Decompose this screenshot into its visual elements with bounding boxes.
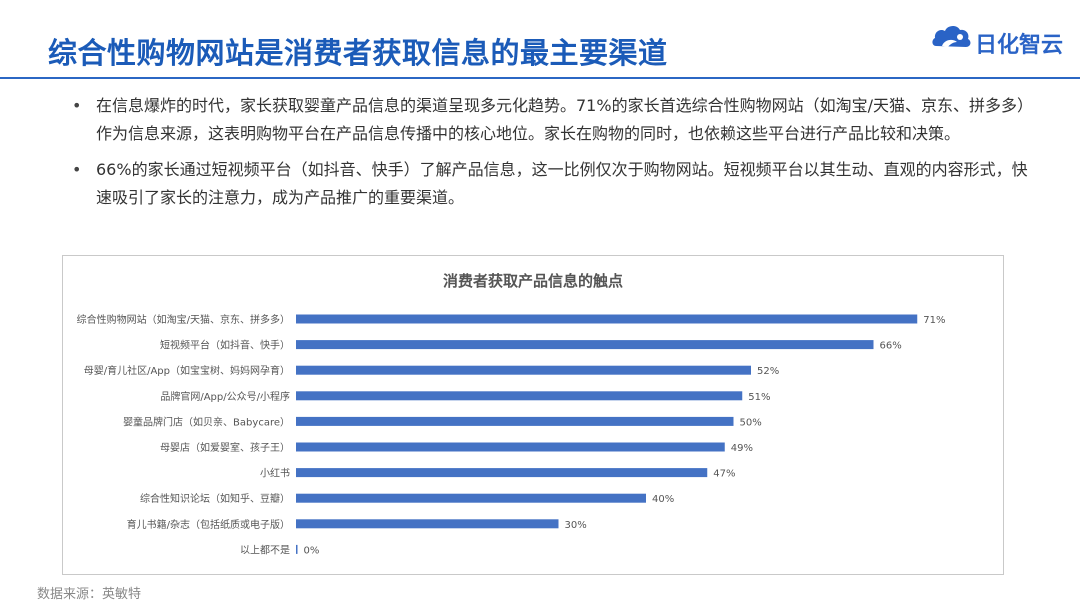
chart-frame: 消费者获取产品信息的触点综合性购物网站（如淘宝/天猫、京东、拼多多） 71% 短视频… xyxy=(62,255,1004,575)
data-label: 50% xyxy=(740,417,762,428)
bullet-item: • 66%的家长通过短视频平台（如抖音、快手）了解产品信息，这一比例仅次于购物网… xyxy=(72,156,1032,212)
bar xyxy=(296,391,743,401)
category-label: 母婴店（如爱婴室、孩子王） xyxy=(160,441,290,454)
data-label: 51% xyxy=(748,392,770,403)
category-label: 品牌官网/App/公众号/小程序 xyxy=(160,390,290,403)
data-label: 66% xyxy=(880,341,902,352)
bar xyxy=(296,314,918,324)
data-label: 71% xyxy=(923,315,945,326)
category-label: 小红书 xyxy=(260,467,290,480)
bar xyxy=(296,365,751,375)
chart-title: 消费者获取产品信息的触点 xyxy=(443,272,623,290)
category-label: 以上都不是 xyxy=(240,544,290,556)
bullet-text: 在信息爆炸的时代，家长获取婴童产品信息的渠道呈现多元化趋势。71%的家长首选综合… xyxy=(96,96,1025,143)
bar xyxy=(296,340,874,350)
bar xyxy=(296,493,646,503)
bullet-dot-icon: • xyxy=(72,96,82,115)
title-divider xyxy=(0,77,1080,79)
category-label: 短视频平台（如抖音、快手） xyxy=(160,339,290,352)
bullet-text: 66%的家长通过短视频平台（如抖音、快手）了解产品信息，这一比例仅次于购物网站。… xyxy=(96,160,1028,207)
category-label: 综合性购物网站（如淘宝/天猫、京东、拼多多） xyxy=(77,313,290,326)
logo-text: 日化智云 xyxy=(975,33,1064,58)
category-label: 母婴/育儿社区/App（如宝宝树、妈妈网孕育） xyxy=(84,364,290,377)
data-label: 49% xyxy=(731,443,753,454)
data-label: 40% xyxy=(652,494,674,505)
bullet-list: • 在信息爆炸的时代，家长获取婴童产品信息的渠道呈现多元化趋势。71%的家长首选… xyxy=(72,92,1032,220)
data-label: 30% xyxy=(565,520,587,531)
bar xyxy=(296,416,734,426)
data-label: 0% xyxy=(304,545,320,556)
category-label: 育儿书籍/杂志（包括纸质或电子版） xyxy=(127,518,290,531)
bullet-item: • 在信息爆炸的时代，家长获取婴童产品信息的渠道呈现多元化趋势。71%的家长首选… xyxy=(72,92,1032,148)
data-source-note: 数据来源：英敏特 xyxy=(37,587,142,602)
bar xyxy=(296,519,559,529)
brand-logo: 日化智云 xyxy=(930,20,1070,60)
bar xyxy=(296,468,708,478)
bullet-dot-icon: • xyxy=(72,160,82,179)
slide-title: 综合性购物网站是消费者获取信息的最主要渠道 xyxy=(48,36,668,70)
bar xyxy=(296,442,725,452)
bar xyxy=(296,544,298,554)
category-label: 综合性知识论坛（如知乎、豆瓣） xyxy=(140,492,290,505)
cloud-logo-icon xyxy=(932,25,971,47)
data-label: 47% xyxy=(713,469,735,480)
data-label: 52% xyxy=(757,366,779,377)
category-label: 婴童品牌门店（如贝亲、Babycare） xyxy=(123,415,290,428)
